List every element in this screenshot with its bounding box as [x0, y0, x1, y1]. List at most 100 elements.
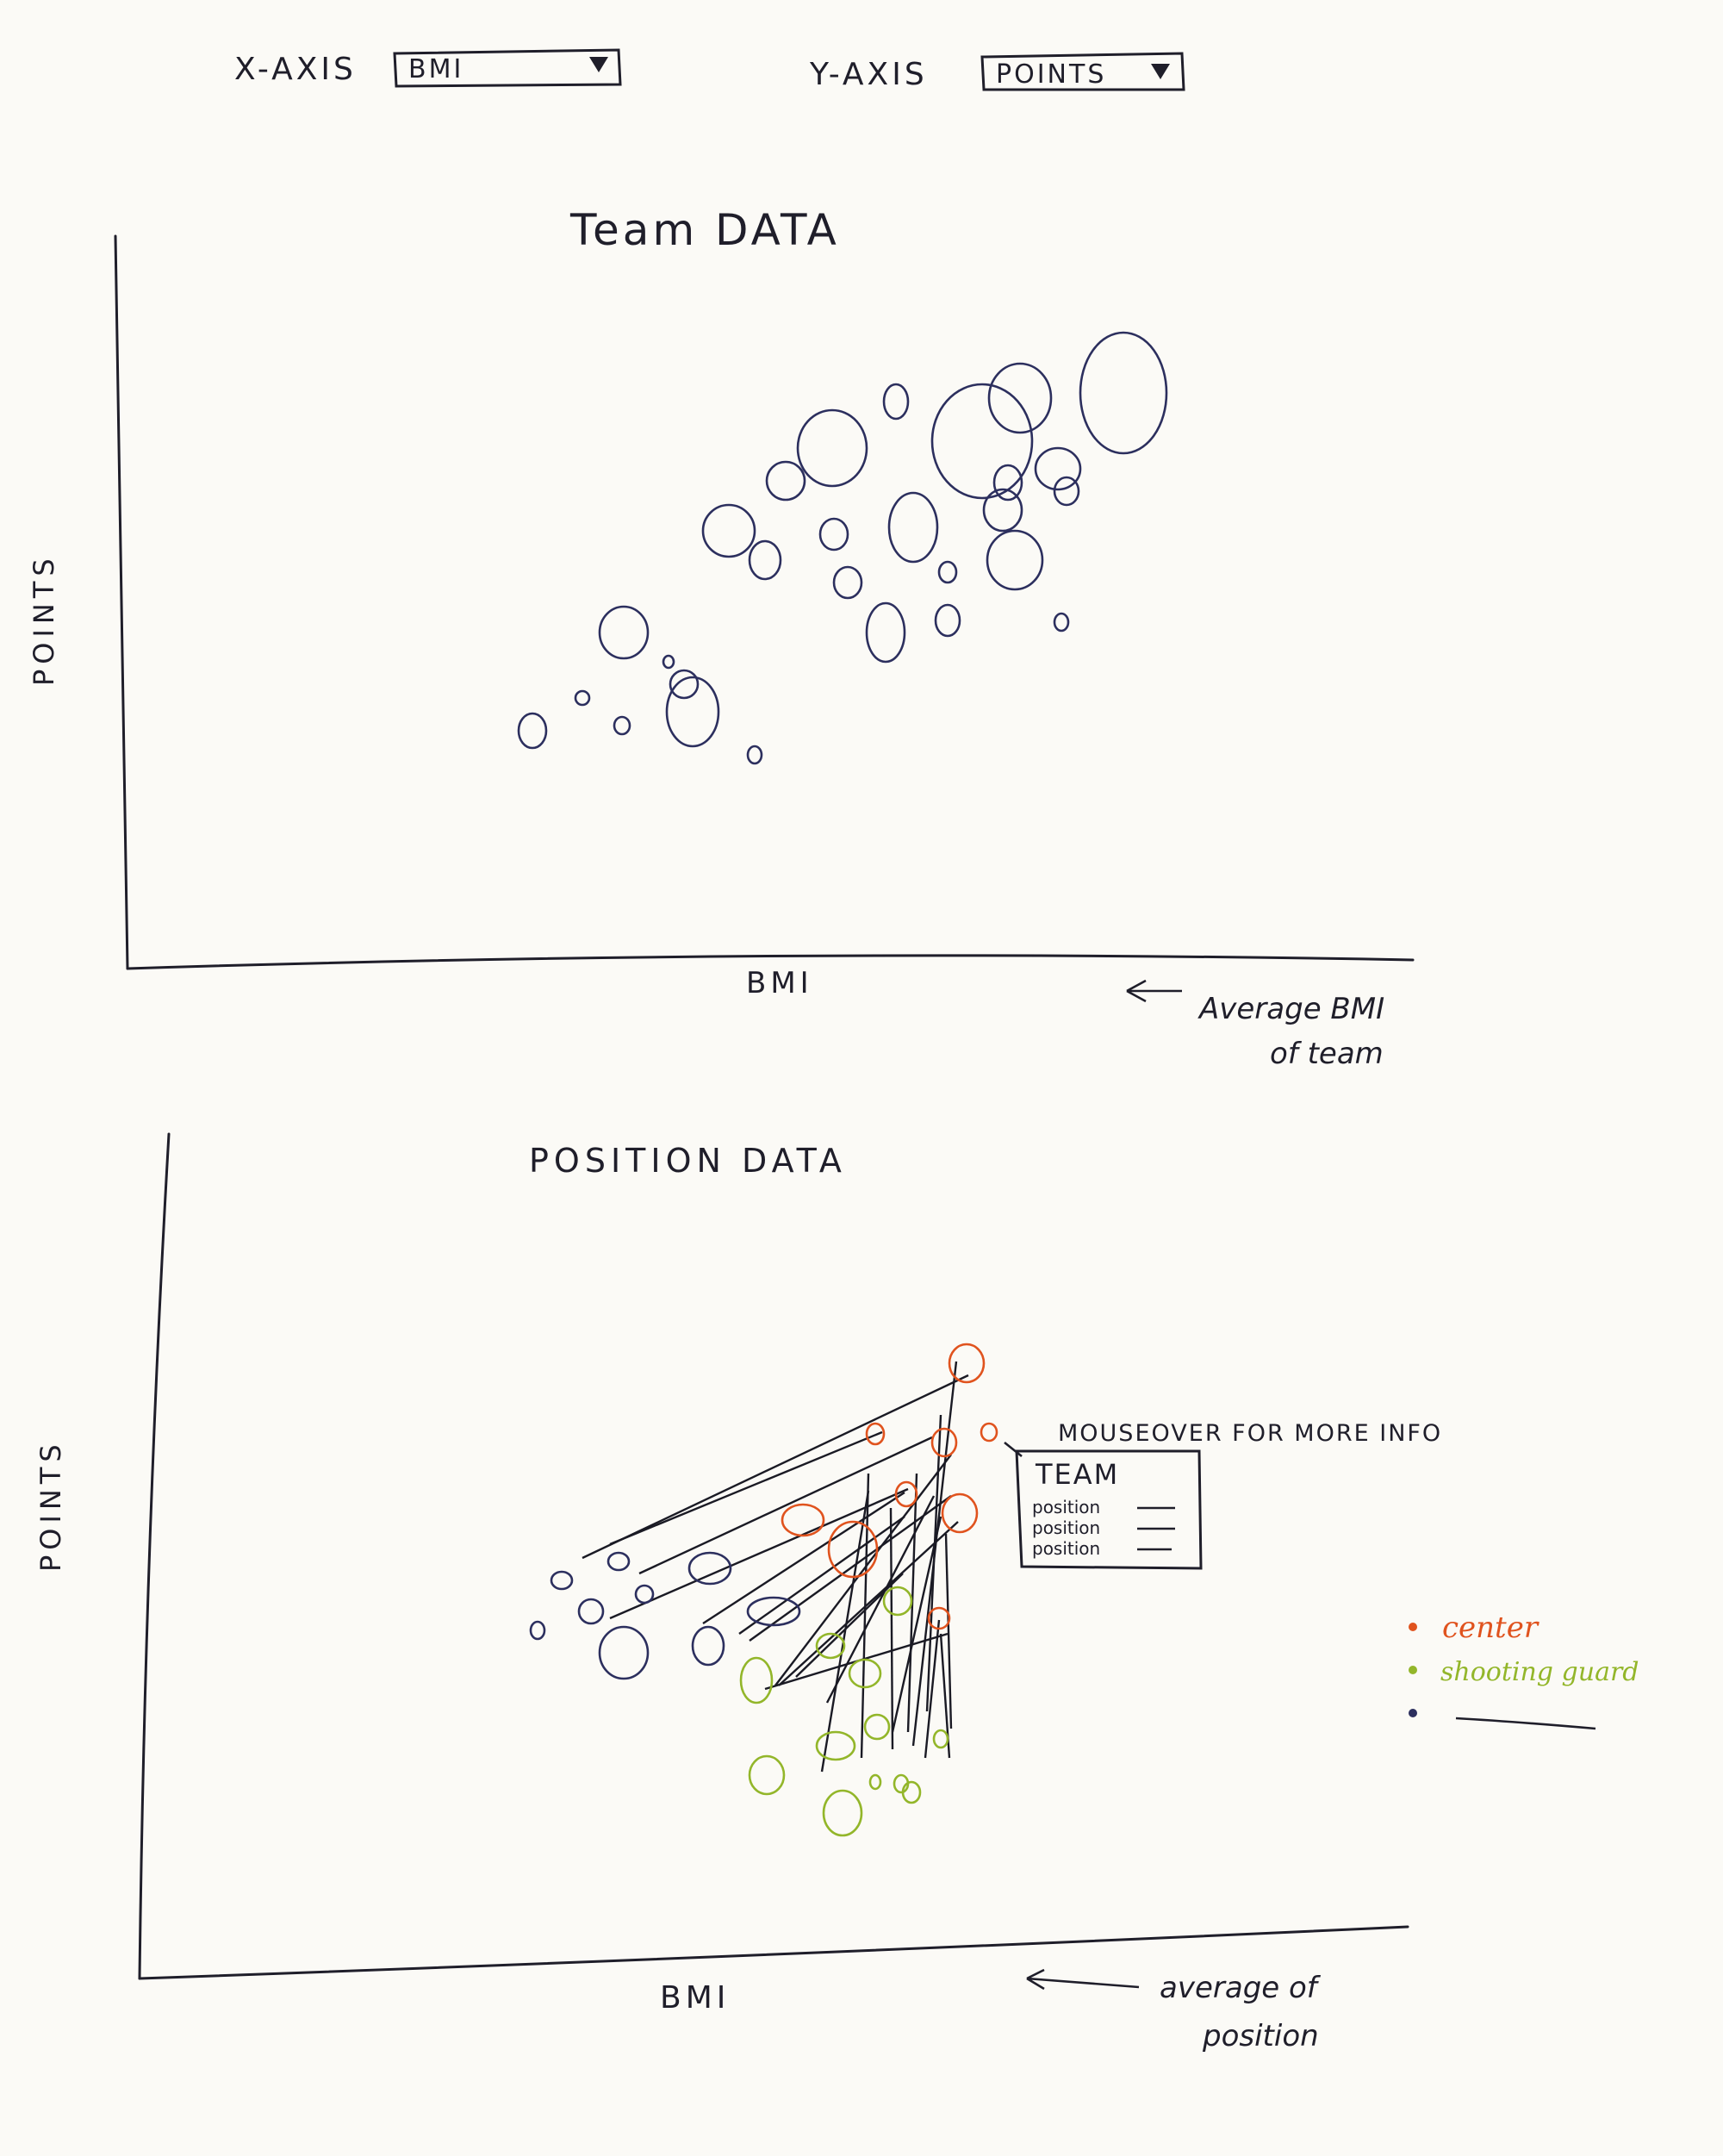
team-bubble: [765, 460, 806, 502]
position-bubble-shooting-guard: [848, 1658, 882, 1689]
team-bubble: [517, 712, 548, 750]
tooltip-pointer: [1004, 1441, 1023, 1458]
team-bubble: [934, 603, 961, 638]
legend: center shooting guard average of positio…: [1026, 1611, 1639, 2053]
connector-line: [738, 1516, 905, 1635]
legend-label: shooting guard: [1440, 1657, 1639, 1687]
position-bubble-shooting-guard: [863, 1713, 891, 1741]
position-bubble-shooting-guard: [815, 1730, 856, 1761]
y-axis-selector-value: POINTS: [996, 59, 1106, 90]
team-chart-y-axis: [114, 234, 129, 970]
team-chart-bubbles: [517, 331, 1168, 765]
triangle-down-icon: [589, 57, 608, 72]
team-bubble: [987, 362, 1053, 434]
team-bubble: [882, 383, 910, 421]
position-chart-y-label: POINTS: [34, 1439, 67, 1572]
position-chart-annotation: average of position: [1026, 1968, 1322, 2053]
position-bubble-center: [941, 1492, 979, 1534]
team-bubble: [796, 408, 868, 488]
connector-line: [749, 1495, 952, 1642]
y-axis-selector-label: Y-AXIS: [809, 57, 928, 92]
connector-line: [778, 1521, 959, 1686]
connector-line: [820, 1490, 870, 1773]
team-bubble: [1034, 446, 1082, 491]
legend-item-shooting-guard[interactable]: shooting guard: [1409, 1657, 1639, 1687]
connector-line: [944, 1533, 953, 1729]
connector-line: [609, 1430, 883, 1546]
team-bubble: [598, 605, 650, 660]
team-bubble: [818, 517, 849, 551]
connector-line: [638, 1436, 933, 1575]
x-axis-selector-label: X-AXIS: [234, 52, 357, 87]
team-chart-x-label: BMI: [746, 966, 813, 1000]
position-bubble: [577, 1598, 605, 1625]
position-bubble-shooting-guard: [932, 1729, 949, 1749]
team-bubble: [982, 488, 1023, 533]
position-bubble-center: [927, 1606, 951, 1630]
team-chart-title: Team DATA: [569, 205, 840, 255]
position-bubble-center: [948, 1343, 986, 1384]
position-bubble-center: [781, 1503, 825, 1537]
position-bubble-shooting-guard: [868, 1773, 882, 1791]
position-bubble: [529, 1620, 546, 1641]
legend-dot: [1409, 1623, 1417, 1631]
position-chart-annotation-line2: position: [1202, 2019, 1319, 2053]
team-bubble: [574, 689, 591, 707]
position-chart-connectors: [582, 1361, 969, 1773]
team-bubble: [613, 715, 631, 736]
connector-line: [774, 1454, 952, 1686]
legend-label: center: [1442, 1611, 1540, 1645]
position-bubble-shooting-guard: [815, 1632, 846, 1660]
triangle-down-icon: [1151, 64, 1170, 79]
position-bubble: [634, 1584, 655, 1605]
team-bubble: [748, 539, 782, 581]
position-bubble-shooting-guard: [822, 1789, 863, 1837]
team-bubble: [937, 560, 958, 584]
connector-line: [891, 1516, 942, 1733]
team-bubble: [992, 464, 1023, 502]
tooltip-title: TEAM: [1035, 1458, 1119, 1491]
position-bubble-center: [827, 1520, 879, 1579]
position-bubble: [746, 1596, 801, 1627]
tooltip-row-placeholder: [1137, 1506, 1175, 1551]
team-chart-annotation: Average BMI of team: [1126, 979, 1384, 1071]
position-bubble-shooting-guard: [739, 1656, 774, 1704]
position-bubble-shooting-guard: [748, 1754, 786, 1796]
team-bubble: [669, 669, 700, 700]
position-chart-title: POSITION DATA: [529, 1142, 847, 1180]
position-bubble-shooting-guard: [901, 1780, 922, 1804]
team-chart: Team DATA POINTS BMI Average BMI of team: [28, 205, 1415, 1071]
legend-dot: [1409, 1709, 1417, 1717]
legend-item-unnamed[interactable]: [1409, 1709, 1596, 1730]
y-axis-selector[interactable]: Y-AXIS POINTS: [809, 52, 1185, 92]
team-chart-annotation-line1: Average BMI: [1197, 992, 1384, 1026]
position-bubble-center: [980, 1422, 998, 1443]
legend-item-center[interactable]: center: [1409, 1611, 1540, 1645]
left-arrow-icon: [1026, 1968, 1140, 1991]
x-axis-selector[interactable]: X-AXIS BMI: [234, 48, 622, 88]
position-chart-x-label: BMI: [660, 1980, 730, 2016]
connector-line: [924, 1619, 941, 1759]
position-chart-annotation-line1: average of: [1160, 1971, 1322, 2005]
position-bubble-center: [865, 1422, 886, 1446]
team-bubble: [986, 529, 1044, 591]
connector-line: [582, 1374, 969, 1560]
team-chart-annotation-line2: of team: [1270, 1037, 1384, 1071]
position-bubble: [550, 1570, 574, 1591]
hover-tooltip[interactable]: TEAM position position position: [1004, 1441, 1203, 1570]
team-bubble: [930, 383, 1034, 500]
connector-line: [795, 1573, 904, 1678]
connector-line: [860, 1473, 870, 1759]
position-bubble: [687, 1551, 732, 1586]
team-bubble: [865, 601, 906, 664]
position-bubble: [598, 1625, 650, 1680]
position-bubble: [691, 1625, 725, 1667]
left-arrow-icon: [1126, 979, 1182, 1003]
connector-line: [702, 1491, 905, 1625]
position-chart: POSITION DATA POINTS BMI MOUSEOVER FOR M…: [34, 1132, 1639, 2053]
team-bubble: [662, 654, 675, 670]
team-bubble: [1053, 612, 1070, 632]
connector-line: [825, 1495, 936, 1704]
connector-line: [889, 1507, 894, 1750]
